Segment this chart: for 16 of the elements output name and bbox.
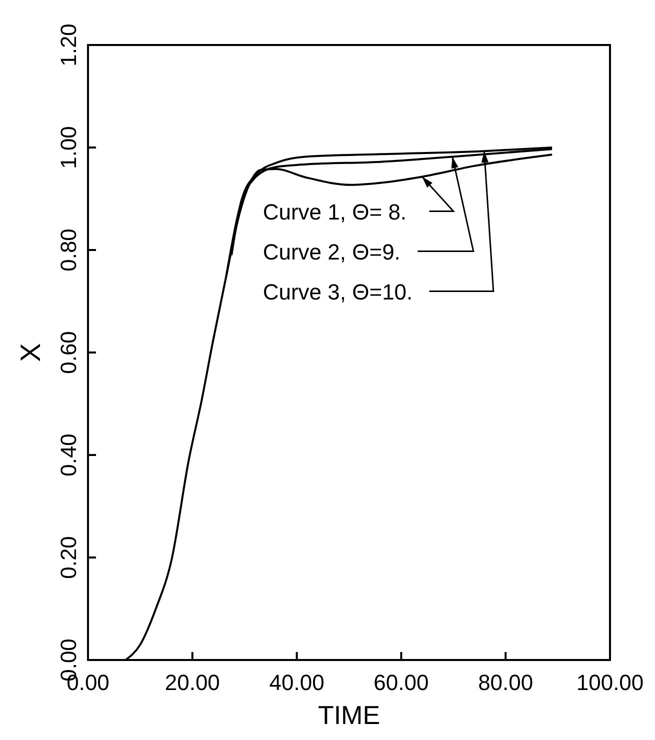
x-tick-label: 80.00 <box>478 670 534 695</box>
x-axis-title: TIME <box>318 700 380 730</box>
y-tick-label: 0.20 <box>56 536 81 579</box>
y-axis-title: X <box>15 342 46 362</box>
annotation: Curve 1, Θ= 8. <box>262 199 407 224</box>
y-tick-label: 1.00 <box>56 126 81 169</box>
y-tick-label: 0.40 <box>56 434 81 476</box>
y-tick-label: 1.20 <box>56 24 81 66</box>
annotation: Curve 2, Θ=9. <box>262 239 400 264</box>
y-tick-label: 0.80 <box>56 228 81 272</box>
x-tick-label: 100.00 <box>576 670 644 695</box>
y-tick-label: 0.60 <box>56 331 81 374</box>
x-tick-label: 60.00 <box>374 670 429 695</box>
x-tick-label: 20.00 <box>164 670 220 695</box>
x-tick-label: 40.00 <box>269 670 324 695</box>
annotation: Curve 3, Θ=10. <box>262 279 413 304</box>
